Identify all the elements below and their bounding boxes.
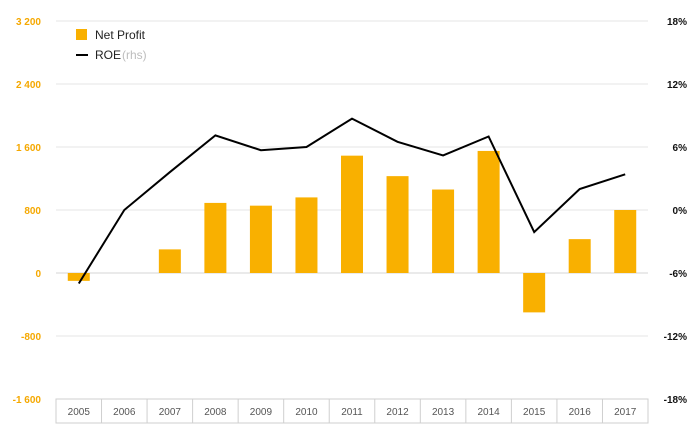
x-tick-label-2011: 2011 xyxy=(341,407,363,418)
legend-swatch-net-profit xyxy=(76,29,87,40)
x-tick-label-2015: 2015 xyxy=(523,407,546,418)
legend-label-net-profit: Net Profit xyxy=(95,28,146,42)
x-tick-label-2006: 2006 xyxy=(113,407,136,418)
bar-2012 xyxy=(386,176,409,273)
left-tick-label: 0 xyxy=(35,269,41,280)
x-tick-label-2017: 2017 xyxy=(614,407,637,418)
x-tick-label-2012: 2012 xyxy=(386,407,409,418)
left-tick-label: -1 600 xyxy=(13,395,42,406)
legend: Net Profit ROE (rhs) xyxy=(76,28,147,62)
left-tick-label: 800 xyxy=(24,206,41,217)
bar-2007 xyxy=(158,249,181,273)
legend-note-rhs: (rhs) xyxy=(122,48,147,62)
bar-2014 xyxy=(477,150,500,273)
x-axis: 2005 2006 2007 2008 2009 2010 2011 2012 2013 2014… xyxy=(55,398,649,424)
right-axis: -18% -12% -6% 0% 6% 12% 18% xyxy=(664,17,687,406)
x-tick-label-2007: 2007 xyxy=(159,407,182,418)
left-tick-label: 2 400 xyxy=(16,80,41,91)
left-tick-label: 1 600 xyxy=(16,143,41,154)
bar-2015 xyxy=(523,273,546,313)
bar-2011 xyxy=(341,155,363,273)
right-tick-label: -18% xyxy=(664,395,687,406)
right-tick-label: 6% xyxy=(673,143,688,154)
x-tick-label-2014: 2014 xyxy=(477,407,500,418)
right-tick-label: -6% xyxy=(669,269,687,280)
right-tick-label: 12% xyxy=(667,80,687,91)
left-axis: -1 600 -800 0 800 1 600 2 400 3 200 xyxy=(13,17,42,406)
bar-2013 xyxy=(432,189,455,273)
net-profit-bars xyxy=(67,150,637,313)
bar-2008 xyxy=(204,202,227,273)
bar-2009 xyxy=(249,205,272,273)
x-tick-label-2008: 2008 xyxy=(204,407,227,418)
left-tick-label: -800 xyxy=(21,332,41,343)
x-tick-label-2009: 2009 xyxy=(250,407,273,418)
roe-line xyxy=(77,117,626,285)
roe-line-series xyxy=(77,117,626,285)
bar-2017 xyxy=(614,210,637,273)
legend-label-roe: ROE xyxy=(95,48,121,62)
right-tick-label: 18% xyxy=(667,17,687,28)
left-tick-label: 3 200 xyxy=(16,17,41,28)
bar-2005 xyxy=(67,273,90,281)
x-tick-label-2005: 2005 xyxy=(68,407,91,418)
x-tick-label-2010: 2010 xyxy=(295,407,318,418)
x-tick-label-2013: 2013 xyxy=(432,407,455,418)
bar-2010 xyxy=(295,197,318,273)
right-tick-label: -12% xyxy=(664,332,687,343)
bar-2016 xyxy=(568,239,591,273)
x-tick-label-2016: 2016 xyxy=(569,407,592,418)
x-axis-band xyxy=(55,398,649,424)
right-tick-label: 0% xyxy=(673,206,688,217)
